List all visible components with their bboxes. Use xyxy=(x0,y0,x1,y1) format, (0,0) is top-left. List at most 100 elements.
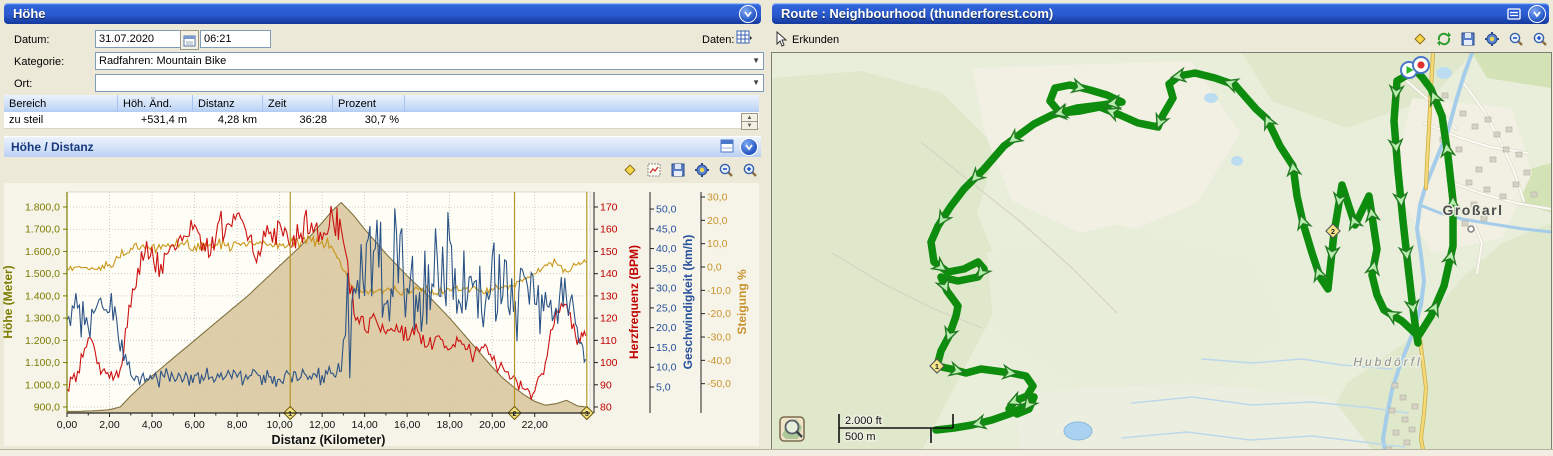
hoehe-tick-label: 1.200,0 xyxy=(25,335,60,347)
save-icon xyxy=(1461,32,1475,46)
building xyxy=(1392,429,1400,436)
column-header[interactable]: Prozent xyxy=(333,95,405,112)
chart-picture-button[interactable] xyxy=(646,162,662,178)
hoehe-tick-label: 1.000,0 xyxy=(25,379,60,391)
building xyxy=(1489,156,1497,163)
map-zoom-in-button[interactable] xyxy=(1532,31,1548,47)
hoehe-tick-label: 900,0 xyxy=(34,402,60,414)
route-arrow-icon xyxy=(947,360,966,377)
pond xyxy=(1231,156,1243,166)
hoehe-axis-title: Höhe (Meter) xyxy=(1,265,15,338)
place-label: Großarl xyxy=(1442,202,1503,218)
map-settings-button[interactable] xyxy=(1484,31,1500,47)
kmh-tick-label: 45,0 xyxy=(656,223,677,235)
building xyxy=(1455,146,1463,153)
x-tick-label: 6,00 xyxy=(184,419,205,431)
elevation-chart[interactable]: 1 2 3900,01.000,01.100,01.200,01.300,01.40… xyxy=(0,183,770,453)
chart-subheader-title: Höhe / Distanz xyxy=(11,139,94,154)
spinner-down-button[interactable]: ▼ xyxy=(741,121,758,130)
route-arrow-icon xyxy=(1023,393,1040,412)
hoehe-tick-label: 1.100,0 xyxy=(25,357,60,369)
kmh-tick-label: 40,0 xyxy=(656,243,677,255)
table-row[interactable]: zu steil +531,4 m 4,28 km 36:28 30,7 % xyxy=(4,112,759,129)
route-titlebar: Route : Neighbourhood (thunderforest.com… xyxy=(772,3,1549,24)
calendar-button[interactable] xyxy=(180,30,199,50)
route-arrow-icon xyxy=(1444,194,1462,212)
route-arrow-icon xyxy=(1006,390,1025,406)
route-arrow-icon xyxy=(1384,310,1403,326)
kmh-tick-label: 5,0 xyxy=(656,382,671,394)
chevron-down-icon xyxy=(1533,11,1541,18)
column-header[interactable]: Höh. Änd. xyxy=(118,95,193,112)
map-zoom-out-button[interactable] xyxy=(1508,31,1524,47)
kategorie-label: Kategorie: xyxy=(14,56,65,68)
svg-text:2: 2 xyxy=(513,411,517,418)
place-label: Hubdörfl xyxy=(1353,355,1422,369)
refresh-icon xyxy=(1437,32,1451,46)
stream xyxy=(1201,358,1393,370)
route-arrow-icon xyxy=(976,260,993,280)
column-header[interactable]: Bereich xyxy=(4,95,118,112)
dropdown-arrow-icon[interactable]: ▼ xyxy=(752,78,760,87)
pond xyxy=(1204,93,1218,103)
chart-zoom-in-button[interactable] xyxy=(742,162,758,178)
kategorie-combobox[interactable]: Radfahren: Mountain Bike ▼ xyxy=(95,52,764,70)
road xyxy=(1471,218,1483,274)
terrain-patch xyxy=(772,71,1007,450)
chart-marker-button[interactable] xyxy=(622,162,638,178)
scale-m-label: 500 m xyxy=(845,431,876,443)
route-map[interactable]: 1 2 Großarl Hubdörfl 2.000 ft 500 m xyxy=(772,51,1553,453)
kmh-axis-title: Geschwindigkeit (km/h) xyxy=(681,235,695,370)
collapse-route-button[interactable] xyxy=(1528,5,1546,23)
map-marker-button[interactable] xyxy=(1412,31,1428,47)
dropdown-arrow-icon[interactable]: ▼ xyxy=(752,56,760,65)
layout-toggle-button[interactable] xyxy=(720,139,736,155)
route-arrow-icon xyxy=(1155,111,1171,130)
ort-combobox[interactable]: ▼ xyxy=(95,74,764,92)
trail-path xyxy=(921,142,1118,314)
collapse-panel-button[interactable] xyxy=(739,5,757,23)
chart-settings-button[interactable] xyxy=(694,162,710,178)
bpm-tick-label: 170 xyxy=(600,202,618,214)
chart-zoom-out-button[interactable] xyxy=(718,162,734,178)
panel-title: Route : Neighbourhood (thunderforest.com… xyxy=(781,6,1054,21)
route-arrow-icon xyxy=(1000,363,1019,380)
x-tick-label: 8,00 xyxy=(227,419,248,431)
osm-logo-icon[interactable] xyxy=(779,416,805,442)
chart-save-button[interactable] xyxy=(670,162,686,178)
explore-mode-label[interactable]: Erkunden xyxy=(792,34,840,46)
time-input[interactable]: 06:21 xyxy=(200,30,271,48)
map-refresh-button[interactable] xyxy=(1436,31,1452,47)
building xyxy=(1515,151,1523,158)
elevation-line xyxy=(67,201,586,412)
hoehe-tick-label: 1.700,0 xyxy=(25,224,60,236)
yellow-road xyxy=(1424,51,1435,190)
steigung-tick-label: 0,0 xyxy=(707,262,722,274)
marker-diamond-icon xyxy=(624,164,636,176)
route-arrow-icon xyxy=(1391,191,1409,209)
zoom-in-icon xyxy=(1533,32,1547,46)
gear-icon xyxy=(1485,32,1499,46)
kmh-tick-label: 10,0 xyxy=(656,362,677,374)
column-header[interactable]: Distanz xyxy=(193,95,263,112)
steigung-tick-label: -20,0 xyxy=(707,308,731,320)
daten-grid-button[interactable] xyxy=(736,30,752,46)
map-split-marker[interactable]: 1 xyxy=(929,358,945,374)
map-split-marker[interactable]: 2 xyxy=(1325,223,1341,239)
stream xyxy=(1131,396,1409,414)
map-viewport[interactable]: 1 2 Großarl Hubdörfl 2.000 ft 500 m xyxy=(771,51,1553,453)
date-input[interactable]: 31.07.2020 xyxy=(95,30,185,48)
building xyxy=(1502,146,1510,153)
cell-prozent: 30,7 % xyxy=(364,114,399,126)
route-menu-button[interactable] xyxy=(1506,6,1522,22)
finish-badge[interactable] xyxy=(1412,56,1430,74)
chart-picture-icon xyxy=(647,163,661,177)
road xyxy=(1447,180,1552,210)
collapse-chart-button[interactable] xyxy=(740,138,758,156)
kmh-tick-label: 15,0 xyxy=(656,342,677,354)
gear-icon xyxy=(695,163,709,177)
herzfrequenz-line xyxy=(66,205,587,401)
building xyxy=(1470,201,1478,208)
map-save-button[interactable] xyxy=(1460,31,1476,47)
column-header[interactable]: Zeit xyxy=(263,95,333,112)
